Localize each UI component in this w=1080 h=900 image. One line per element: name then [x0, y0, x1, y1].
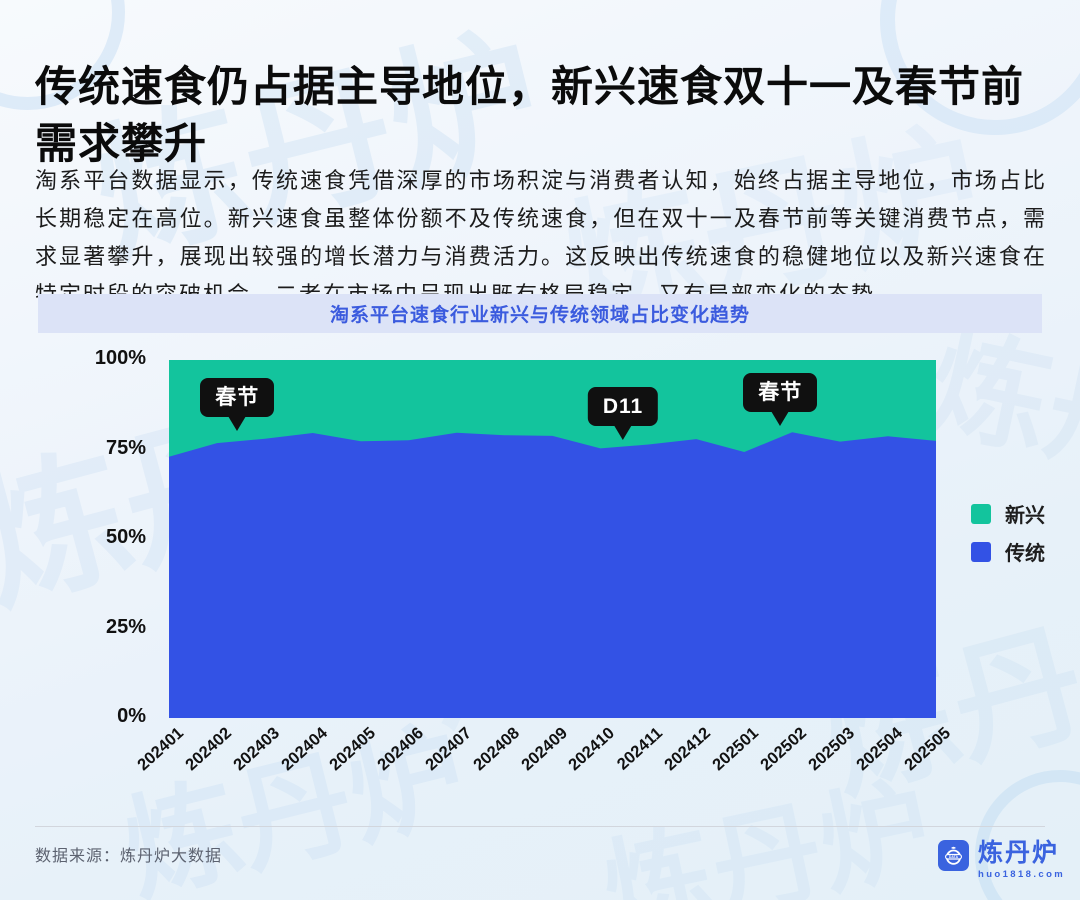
x-axis-tick-label: 202505 — [901, 724, 955, 775]
x-axis-tick-label: 202401 — [134, 724, 188, 775]
svg-text:DATA: DATA — [949, 855, 959, 859]
legend-label: 新兴 — [1005, 505, 1045, 527]
furnace-glyph: DATA — [945, 846, 962, 865]
x-axis-tick-label: 202412 — [661, 724, 715, 775]
x-axis-tick-label: 202407 — [421, 724, 475, 775]
legend-item: 传统 — [971, 537, 1045, 566]
page-title: 传统速食仍占据主导地位，新兴速食双十一及春节前需求攀升 — [35, 63, 1025, 168]
brand-text: 炼丹炉 huo1818.com — [978, 840, 1065, 880]
legend-swatch — [971, 541, 991, 562]
chart-legend: 新兴 传统 — [971, 499, 1045, 566]
data-source-note: 数据来源：炼丹炉大数据 — [35, 848, 223, 865]
y-axis-tick-label: 75% — [105, 436, 146, 459]
x-axis-tick-label: 202503 — [805, 724, 859, 775]
x-axis-tick-label: 202504 — [853, 724, 907, 775]
event-annotation-label: D11 — [602, 395, 644, 418]
event-annotation: 春节 — [200, 378, 275, 432]
watermark-circle — [975, 770, 1080, 900]
event-annotation: 春节 — [743, 373, 818, 427]
legend-item: 新兴 — [971, 499, 1045, 528]
x-axis-tick-label: 202411 — [614, 724, 667, 774]
brand-domain: huo1818.com — [978, 869, 1066, 880]
traditional-area — [169, 432, 936, 718]
stacked-area-plot — [169, 360, 936, 718]
chart-title-bar: 淘系平台速食行业新兴与传统领域占比变化趋势 — [38, 294, 1042, 333]
chart-title: 淘系平台速食行业新兴与传统领域占比变化趋势 — [329, 305, 750, 326]
event-annotation-label: 春节 — [758, 381, 803, 404]
x-axis-tick-label: 202405 — [325, 724, 379, 775]
x-axis-tick-label: 202410 — [565, 724, 619, 775]
summary-paragraph: 淘系平台数据显示，传统速食凭借深厚的市场积淀与消费者认知，始终占据主导地位，市场… — [35, 168, 1047, 307]
furnace-data-logo-icon: DATA — [938, 840, 969, 871]
brand-name: 炼丹炉 — [978, 839, 1060, 867]
brand-logo-lockup: DATA 炼丹炉 huo1818.com — [938, 840, 1065, 880]
annotation-pointer — [614, 425, 633, 441]
x-axis-tick-label: 202502 — [757, 724, 811, 775]
footer-divider — [35, 826, 1045, 827]
x-axis-tick-label: 202403 — [229, 724, 283, 775]
x-axis-tick-label: 202408 — [469, 724, 523, 775]
x-axis-tick-label: 202402 — [182, 724, 235, 775]
y-axis-tick-label: 50% — [105, 526, 146, 548]
annotation-pointer — [771, 411, 790, 427]
event-annotation: D11 — [587, 387, 659, 441]
area-chart-svg — [169, 360, 936, 718]
annotation-pointer — [228, 416, 247, 432]
x-axis-tick-label: 202404 — [277, 724, 331, 775]
legend-swatch — [971, 503, 991, 524]
x-axis-tick-label: 202409 — [517, 724, 571, 775]
y-axis-tick-label: 100% — [94, 347, 146, 369]
y-axis-tick-label: 25% — [105, 615, 146, 638]
x-axis-tick-label: 202406 — [373, 724, 427, 775]
x-axis-tick-label: 202501 — [709, 724, 763, 775]
event-annotation-label: 春节 — [215, 386, 260, 409]
y-axis-tick-label: 0% — [117, 705, 146, 727]
legend-label: 传统 — [1005, 543, 1045, 565]
